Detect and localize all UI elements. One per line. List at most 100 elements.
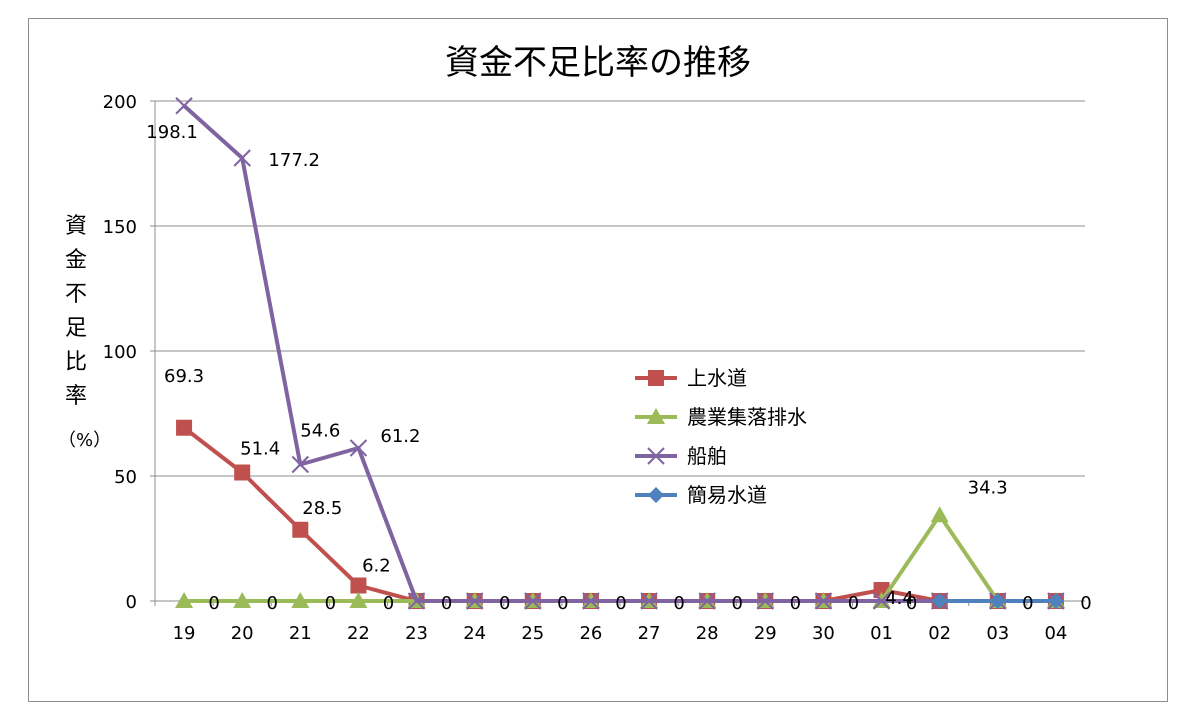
data-point <box>233 149 251 167</box>
data-label: 61.2 <box>380 426 420 447</box>
chart-title: 資金不足比率の推移 <box>445 43 751 83</box>
legend-marker <box>648 370 664 386</box>
data-point <box>930 506 949 523</box>
series-3 <box>175 97 1065 610</box>
data-point <box>465 592 484 610</box>
y-axis-label: 資金不足比率 （%） <box>58 210 111 510</box>
data-point <box>872 592 891 610</box>
data-point <box>407 592 426 610</box>
data-point <box>175 592 194 608</box>
series-line <box>182 104 1056 603</box>
legend-marker <box>647 447 665 465</box>
data-label: 51.4 <box>240 439 280 460</box>
series-line <box>184 513 1056 603</box>
x-tick-label: 24 <box>463 623 486 644</box>
data-label: 0 <box>441 593 452 614</box>
data-label: 0 <box>731 593 742 614</box>
data-label: 0 <box>1080 593 1091 614</box>
series-layer <box>175 97 1065 610</box>
data-point <box>350 577 367 594</box>
data-point <box>698 592 716 610</box>
data-point <box>582 592 600 610</box>
y-tick-label: 100 <box>103 342 137 363</box>
legend-item: 簡易水道 <box>635 483 767 507</box>
x-tick-label: 03 <box>986 623 1009 644</box>
data-point <box>931 593 948 609</box>
data-point <box>292 521 309 538</box>
data-label: 6.2 <box>362 556 391 577</box>
data-label: 54.6 <box>300 421 340 442</box>
data-label: 177.2 <box>268 150 320 171</box>
legend-label: 農業集落排水 <box>687 405 807 429</box>
x-tick-label: 19 <box>173 623 196 644</box>
data-label: 0 <box>208 593 219 614</box>
legend-item: 上水道 <box>635 366 747 390</box>
x-tick-label: 25 <box>521 623 544 644</box>
data-label: 0 <box>790 593 801 614</box>
y-axis-label-char: 金 <box>64 248 87 273</box>
data-point <box>291 455 310 474</box>
y-tick-label: 150 <box>103 217 137 238</box>
data-label: 0 <box>557 593 568 614</box>
data-label: 0 <box>848 593 859 614</box>
data-point <box>814 592 833 610</box>
data-label: 4.4 <box>885 588 914 609</box>
data-point <box>524 592 542 610</box>
data-point <box>1047 593 1064 609</box>
data-label: 0 <box>615 593 626 614</box>
y-tick-label: 50 <box>114 467 137 488</box>
y-tick-label: 200 <box>103 92 137 113</box>
x-tick-label: 20 <box>231 623 254 644</box>
data-label: 0 <box>499 593 510 614</box>
data-point <box>291 592 310 608</box>
gridlines <box>155 100 1085 477</box>
data-label: 0 <box>906 593 917 614</box>
data-label: 0 <box>325 593 336 614</box>
data-point <box>175 97 193 115</box>
data-labels: 69.351.428.56.24.40 0 0 0 0 0 0 0 0 0 0 0 034.30 0198… <box>146 122 1091 614</box>
data-label: 0 <box>266 593 277 614</box>
y-axis-label-char: 率 <box>64 384 87 409</box>
x-tick-label: 23 <box>405 623 428 644</box>
chart-frame <box>28 18 1168 702</box>
data-label: 0 <box>1022 593 1033 614</box>
x-tick-label: 28 <box>696 623 719 644</box>
data-point <box>234 464 251 481</box>
data-label: 0 <box>673 593 684 614</box>
legend-marker <box>647 408 665 424</box>
x-tick-label: 04 <box>1044 623 1067 644</box>
data-point <box>640 592 658 610</box>
data-label: 198.1 <box>146 122 198 143</box>
data-point <box>176 419 193 436</box>
data-point <box>756 592 775 610</box>
y-axis-label-char: 資 <box>64 214 87 239</box>
legend-item: 船舶 <box>635 444 727 468</box>
data-label: 28.5 <box>302 498 342 519</box>
legend-label: 上水道 <box>687 366 747 390</box>
y-axis-label-char: 足 <box>64 316 87 341</box>
legend-label: 簡易水道 <box>687 483 767 507</box>
x-tick-label: 01 <box>870 623 893 644</box>
x-tick-label: 29 <box>754 623 777 644</box>
data-label: 69.3 <box>164 366 204 387</box>
data-point <box>349 439 368 457</box>
legend-label: 船舶 <box>687 444 727 468</box>
legend-marker <box>648 487 664 503</box>
data-point <box>349 592 368 608</box>
series-4 <box>931 593 1064 609</box>
y-axis-label-char: 不 <box>64 282 87 307</box>
x-tick-label: 27 <box>638 623 661 644</box>
legend-item: 農業集落排水 <box>635 405 807 429</box>
y-tick-label: 0 <box>126 592 137 613</box>
x-tick-label: 02 <box>928 623 951 644</box>
x-tick-label: 22 <box>347 623 370 644</box>
data-label: 0 <box>383 593 394 614</box>
x-tick-label: 30 <box>812 623 835 644</box>
data-label: 34.3 <box>968 477 1008 498</box>
y-axis-label-char: 比 <box>64 350 87 375</box>
data-point <box>989 593 1006 609</box>
x-tick-label: 21 <box>289 623 312 644</box>
